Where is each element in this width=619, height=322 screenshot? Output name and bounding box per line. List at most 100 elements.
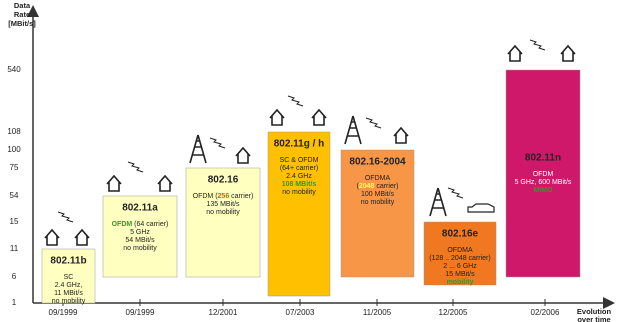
- date-label: 12/2005: [439, 308, 468, 317]
- box-text: 135 MBit/s: [206, 201, 240, 208]
- box-title: 802.16-2004: [349, 157, 406, 168]
- box-line: 54 MBit/s: [125, 237, 155, 244]
- signal-icon: [287, 95, 304, 107]
- standard-box: [102, 195, 178, 278]
- date-label: 09/1999: [126, 308, 155, 317]
- signal-icon: [365, 117, 382, 129]
- box-line: 135 MBit/s: [206, 201, 240, 208]
- box-text: SC: [64, 274, 74, 281]
- box-line: no mobility: [361, 199, 395, 206]
- box-text: (128 .. 2048 carrier): [429, 255, 490, 262]
- box-text: 2.4 GHz: [286, 173, 312, 180]
- box-text: carrier): [374, 183, 398, 190]
- box-text: OFDM: [112, 221, 133, 228]
- tower-icon: [429, 187, 447, 217]
- y-tick-label: 1: [12, 298, 17, 307]
- date-label: 09/1999: [49, 308, 78, 317]
- box-text: SC & OFDM: [280, 157, 319, 164]
- box-text: no mobility: [52, 298, 86, 305]
- house-icon: [74, 228, 90, 246]
- box-line: no mobility: [206, 209, 240, 216]
- box-text: (: [356, 183, 359, 190]
- box-title: 802.11b: [50, 256, 86, 267]
- tower-icon: [189, 134, 207, 164]
- box-text: (64+ carrier): [280, 165, 318, 172]
- x-axis-label: over time: [577, 315, 610, 322]
- box-line: 2.4 GHz: [286, 173, 312, 180]
- house-icon: [235, 146, 251, 164]
- box-text: carrier): [229, 193, 253, 200]
- box-text: OFDM: [533, 171, 554, 178]
- date-label: 07/2003: [286, 308, 315, 317]
- box-line: 15 MBit/s: [445, 271, 475, 278]
- car-icon: [467, 203, 495, 213]
- house-icon: [560, 44, 576, 62]
- box-text: no mobility: [123, 245, 157, 252]
- signal-icon: [529, 39, 546, 51]
- house-icon: [157, 174, 173, 192]
- box-line: 11 MBit/s: [54, 290, 83, 297]
- box-line: 2 ... 6 GHz: [443, 263, 477, 270]
- signal-icon: [57, 211, 74, 223]
- box-line: 108 MBit/s: [282, 181, 317, 188]
- house-icon: [269, 108, 285, 126]
- box-line: (64+ carrier): [280, 165, 318, 172]
- box-line: MIMO: [533, 187, 553, 194]
- standard-box: [423, 221, 497, 286]
- tower-icon: [344, 115, 362, 145]
- box-text: no mobility: [206, 209, 240, 216]
- date-label: 12/2001: [209, 308, 238, 317]
- house-icon: [393, 126, 409, 144]
- box-line: 2.4 GHz,: [55, 282, 83, 289]
- date-label: 02/2006: [531, 308, 560, 317]
- box-line: (2048 carrier): [356, 183, 398, 190]
- y-axis-label: [MBit/s]: [8, 19, 36, 28]
- box-title: 802.11n: [525, 153, 561, 164]
- standard-box: [505, 69, 581, 278]
- signal-icon: [209, 137, 226, 149]
- signal-icon: [447, 187, 464, 199]
- y-tick-label: 108: [7, 127, 21, 136]
- box-text: 2.4 GHz,: [55, 282, 83, 289]
- box-title: 802.16e: [442, 229, 479, 240]
- box-text: 5 GHz: [130, 229, 150, 236]
- box-text: (64 carrier): [132, 221, 168, 228]
- y-tick-label: 54: [10, 191, 19, 200]
- box-text: 54 MBit/s: [125, 237, 155, 244]
- y-tick-label: 75: [10, 163, 19, 172]
- house-icon: [507, 44, 523, 62]
- box-title: 802.11g / h: [274, 139, 325, 150]
- standard-box: [185, 167, 261, 278]
- box-text: 108 MBit/s: [282, 181, 317, 188]
- y-axis-label: Data: [14, 1, 31, 10]
- y-tick-label: 540: [7, 65, 21, 74]
- box-text: no mobility: [282, 189, 316, 196]
- y-tick-label: 6: [12, 272, 17, 281]
- box-text: no mobility: [361, 199, 395, 206]
- house-icon: [44, 228, 60, 246]
- standard-box: [41, 248, 96, 304]
- box-text: 2048: [359, 183, 375, 190]
- box-text: OFDM (: [193, 193, 219, 200]
- signal-icon: [127, 161, 144, 173]
- box-line: OFDMA: [447, 247, 473, 254]
- box-line: OFDM (64 carrier): [112, 221, 169, 228]
- y-tick-label: 100: [7, 145, 21, 154]
- box-line: no mobility: [52, 298, 86, 305]
- box-line: OFDM: [533, 171, 554, 178]
- box-line: no mobility: [282, 189, 316, 196]
- box-line: 5 GHz: [130, 229, 150, 236]
- y-axis-label: Rate: [14, 10, 30, 19]
- box-line: 100 MBit/s: [361, 191, 395, 198]
- box-title: 802.16: [208, 175, 239, 186]
- box-text: mobility: [447, 279, 474, 286]
- box-text: 5 GHz, 600 MBit/s: [515, 179, 572, 186]
- standard-box: [267, 131, 331, 297]
- box-text: 256: [218, 193, 230, 200]
- box-text: 15 MBit/s: [445, 271, 475, 278]
- y-tick-label: 15: [10, 217, 19, 226]
- box-title: 802.11a: [122, 203, 158, 214]
- box-line: SC & OFDM: [280, 157, 319, 164]
- box-line: (128 .. 2048 carrier): [429, 255, 490, 262]
- box-line: SC: [64, 274, 74, 281]
